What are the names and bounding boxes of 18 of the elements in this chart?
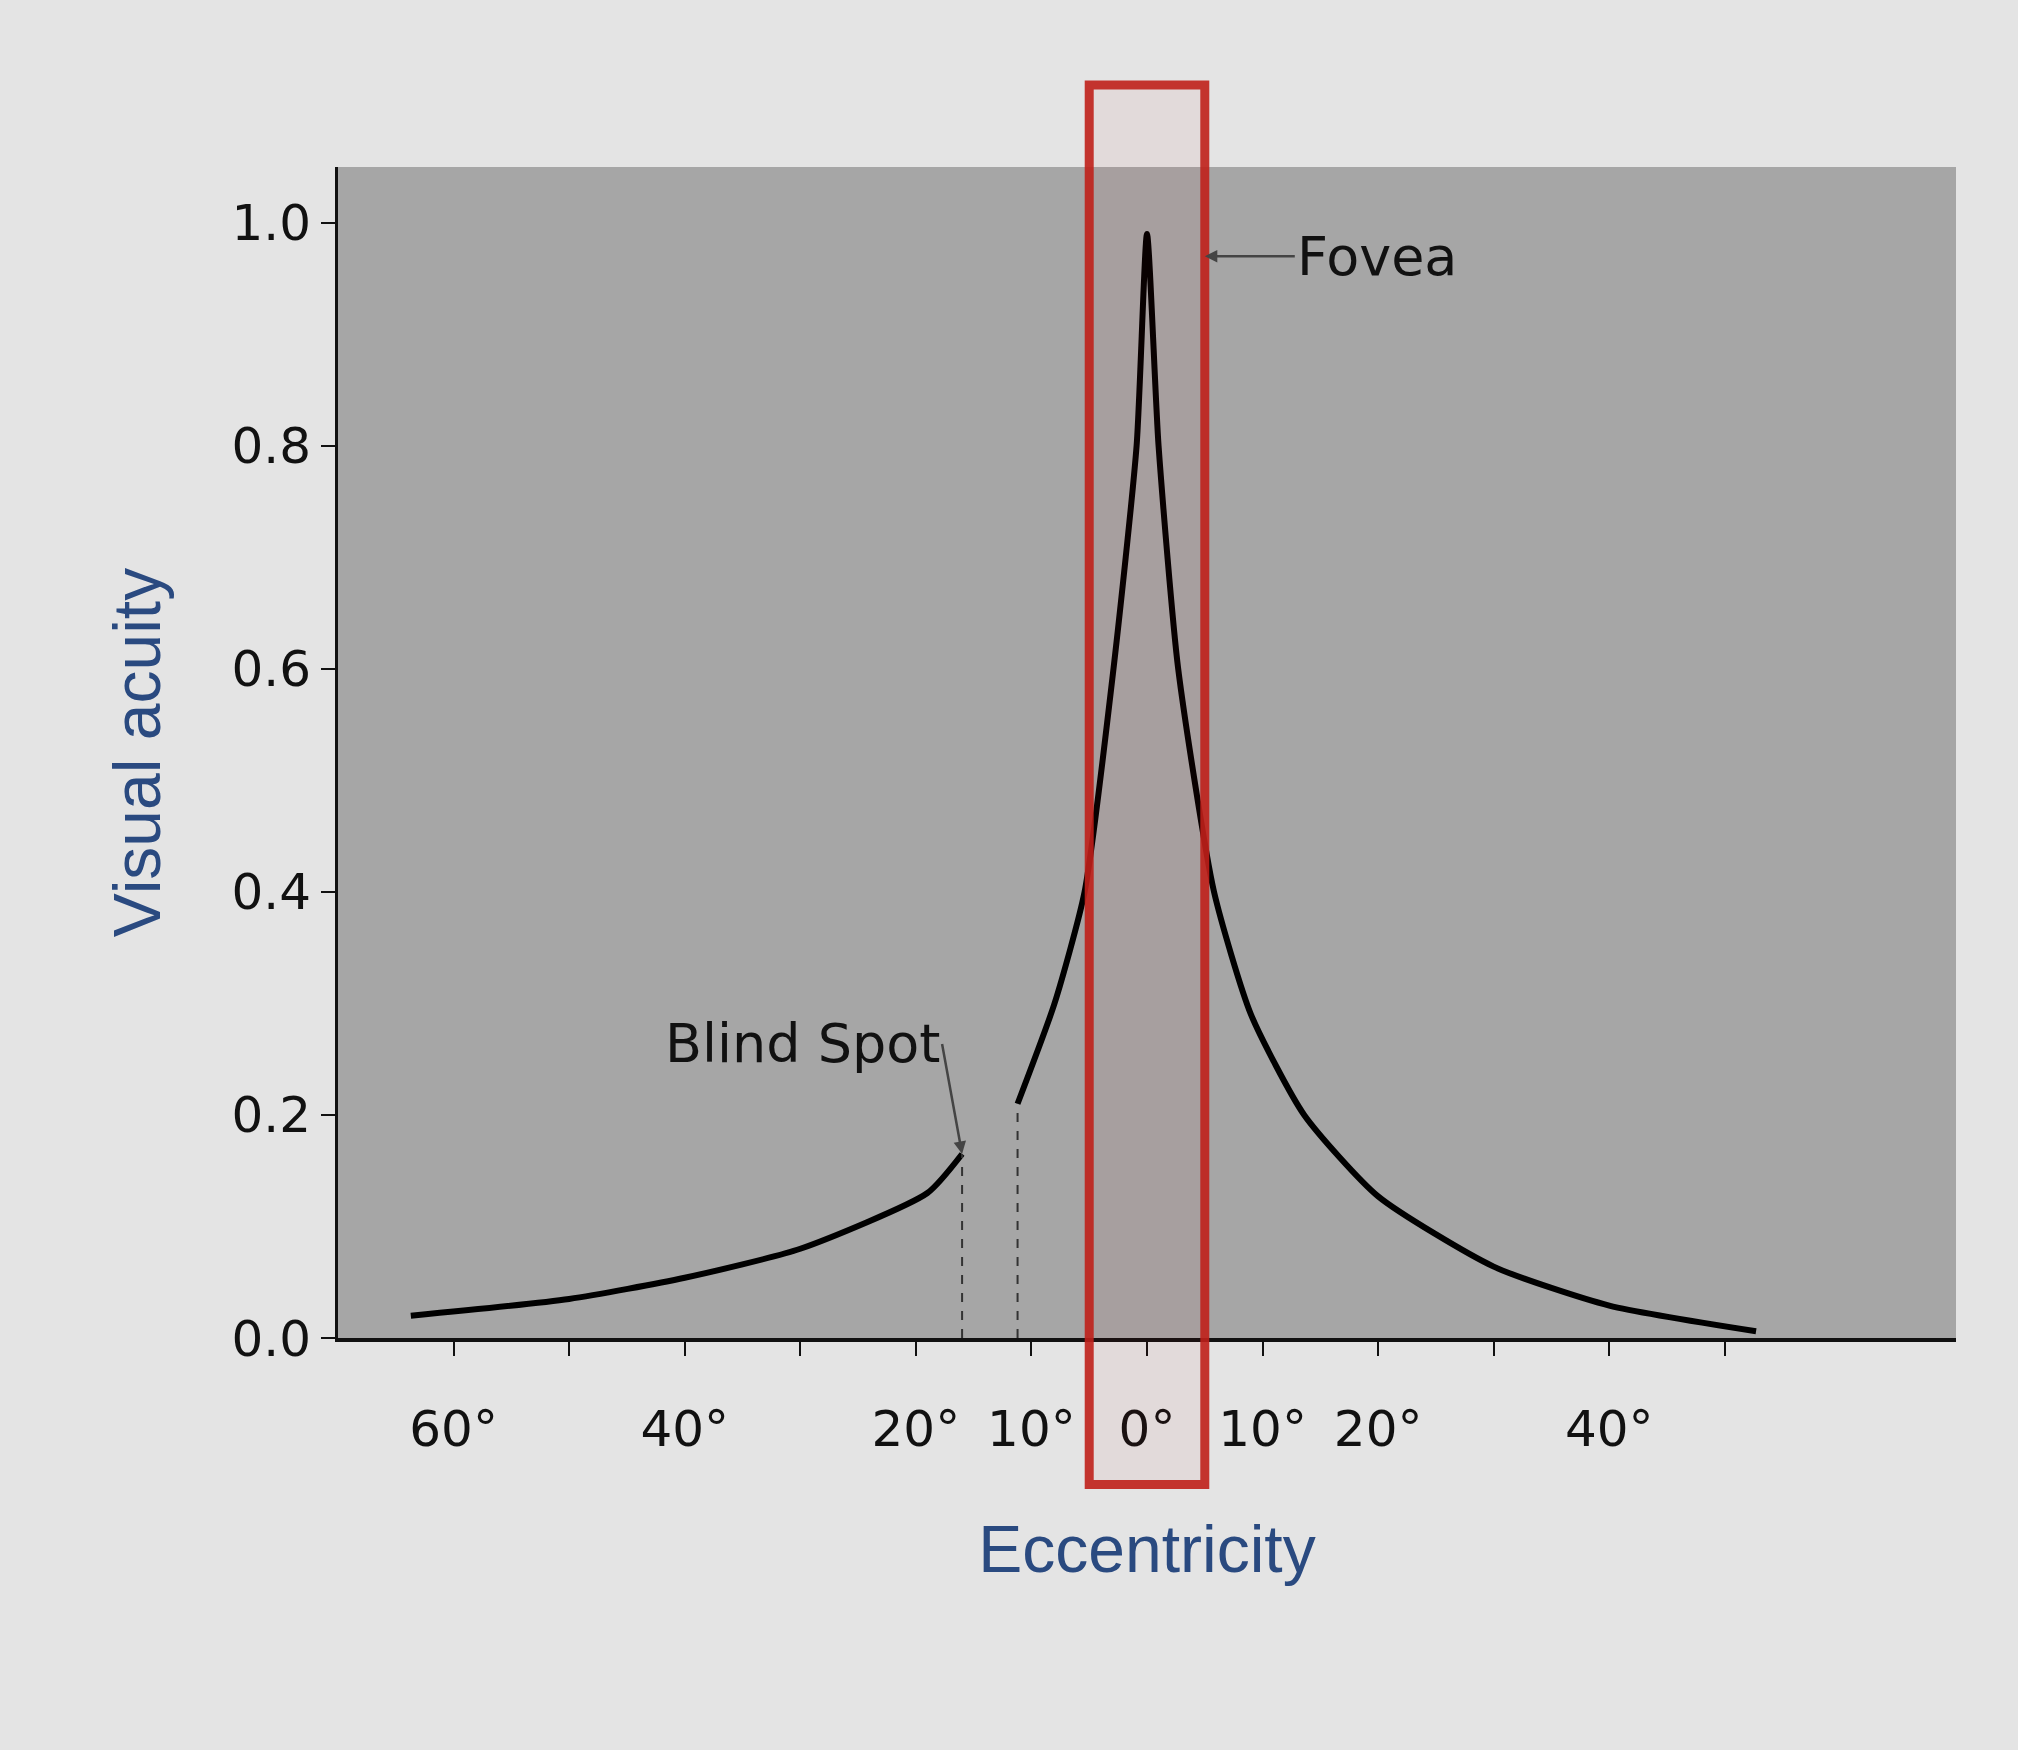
x-axis-title: Eccentricity [978, 1512, 1316, 1587]
x-tick-label: 40° [1564, 1400, 1654, 1458]
x-tick-label: 10° [1218, 1400, 1307, 1458]
annotation: Fovea [1297, 225, 1458, 288]
x-tick-label: 0° [1118, 1400, 1176, 1458]
y-axis-title: Visual acuity [99, 567, 174, 938]
y-tick-label: 0.0 [231, 1309, 311, 1368]
y-tick-label: 0.4 [231, 863, 311, 922]
y-tick-label: 0.6 [231, 640, 311, 699]
y-tick-label: 0.8 [231, 417, 311, 476]
annotation: Blind Spot [665, 1012, 941, 1075]
x-tick-label: 10° [987, 1400, 1076, 1458]
x-tick-label: 20° [1333, 1400, 1423, 1458]
y-tick-label: 1.0 [231, 194, 311, 253]
x-tick-label: 20° [871, 1400, 961, 1458]
x-tick-label: 40° [640, 1400, 730, 1458]
y-tick-label: 0.2 [231, 1086, 311, 1145]
x-tick-label: 60° [409, 1400, 498, 1458]
